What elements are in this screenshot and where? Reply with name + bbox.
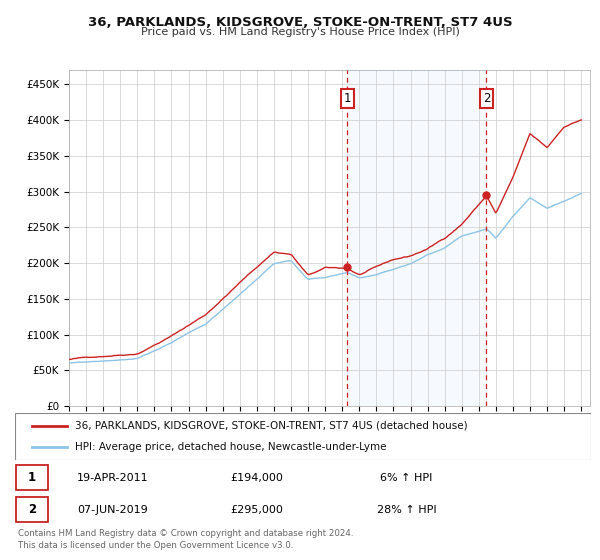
Text: 1: 1 <box>28 471 36 484</box>
Text: 19-APR-2011: 19-APR-2011 <box>77 473 149 483</box>
Text: £194,000: £194,000 <box>230 473 283 483</box>
Text: This data is licensed under the Open Government Licence v3.0.: This data is licensed under the Open Gov… <box>18 541 293 550</box>
Text: 2: 2 <box>483 92 490 105</box>
Text: 2: 2 <box>28 503 36 516</box>
Text: 07-JUN-2019: 07-JUN-2019 <box>77 505 148 515</box>
Text: 28% ↑ HPI: 28% ↑ HPI <box>377 505 436 515</box>
Text: £295,000: £295,000 <box>230 505 283 515</box>
Text: 6% ↑ HPI: 6% ↑ HPI <box>380 473 433 483</box>
Bar <box>347 70 487 406</box>
Text: Contains HM Land Registry data © Crown copyright and database right 2024.: Contains HM Land Registry data © Crown c… <box>18 529 353 538</box>
Text: 36, PARKLANDS, KIDSGROVE, STOKE-ON-TRENT, ST7 4US (detached house): 36, PARKLANDS, KIDSGROVE, STOKE-ON-TRENT… <box>76 421 468 431</box>
Text: 1: 1 <box>344 92 351 105</box>
Bar <box>16 465 48 490</box>
Text: HPI: Average price, detached house, Newcastle-under-Lyme: HPI: Average price, detached house, Newc… <box>76 442 387 452</box>
Text: Price paid vs. HM Land Registry's House Price Index (HPI): Price paid vs. HM Land Registry's House … <box>140 27 460 37</box>
Text: 36, PARKLANDS, KIDSGROVE, STOKE-ON-TRENT, ST7 4US: 36, PARKLANDS, KIDSGROVE, STOKE-ON-TRENT… <box>88 16 512 29</box>
Bar <box>16 497 48 522</box>
